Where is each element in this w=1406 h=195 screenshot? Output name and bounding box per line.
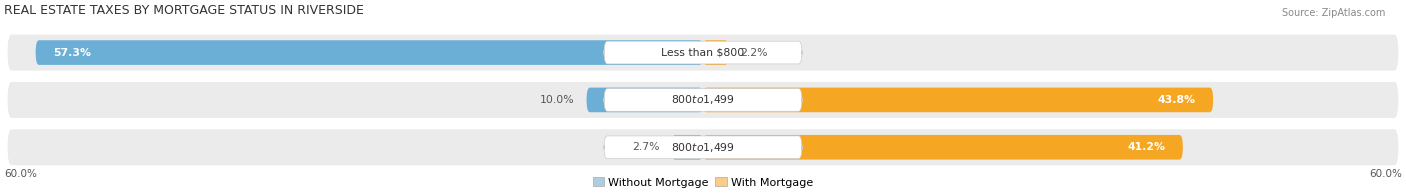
Text: Less than $800: Less than $800 — [661, 48, 745, 58]
Text: $800 to $1,499: $800 to $1,499 — [671, 141, 735, 154]
Text: 10.0%: 10.0% — [540, 95, 575, 105]
FancyBboxPatch shape — [672, 135, 703, 160]
FancyBboxPatch shape — [605, 41, 801, 64]
FancyBboxPatch shape — [703, 40, 728, 65]
FancyBboxPatch shape — [7, 129, 1399, 165]
FancyBboxPatch shape — [35, 40, 703, 65]
Text: $800 to $1,499: $800 to $1,499 — [671, 93, 735, 106]
FancyBboxPatch shape — [7, 82, 1399, 118]
FancyBboxPatch shape — [7, 35, 1399, 71]
FancyBboxPatch shape — [586, 88, 703, 112]
Text: 2.7%: 2.7% — [633, 142, 659, 152]
Text: 60.0%: 60.0% — [4, 169, 37, 179]
Text: 60.0%: 60.0% — [1369, 169, 1402, 179]
FancyBboxPatch shape — [703, 135, 1182, 160]
Text: 57.3%: 57.3% — [53, 48, 91, 58]
FancyBboxPatch shape — [605, 89, 801, 111]
FancyBboxPatch shape — [605, 136, 801, 159]
Text: Source: ZipAtlas.com: Source: ZipAtlas.com — [1281, 8, 1385, 18]
Legend: Without Mortgage, With Mortgage: Without Mortgage, With Mortgage — [588, 173, 818, 192]
Text: REAL ESTATE TAXES BY MORTGAGE STATUS IN RIVERSIDE: REAL ESTATE TAXES BY MORTGAGE STATUS IN … — [4, 4, 364, 17]
Text: 43.8%: 43.8% — [1157, 95, 1195, 105]
Text: 41.2%: 41.2% — [1128, 142, 1166, 152]
Text: 2.2%: 2.2% — [741, 48, 768, 58]
FancyBboxPatch shape — [703, 88, 1213, 112]
